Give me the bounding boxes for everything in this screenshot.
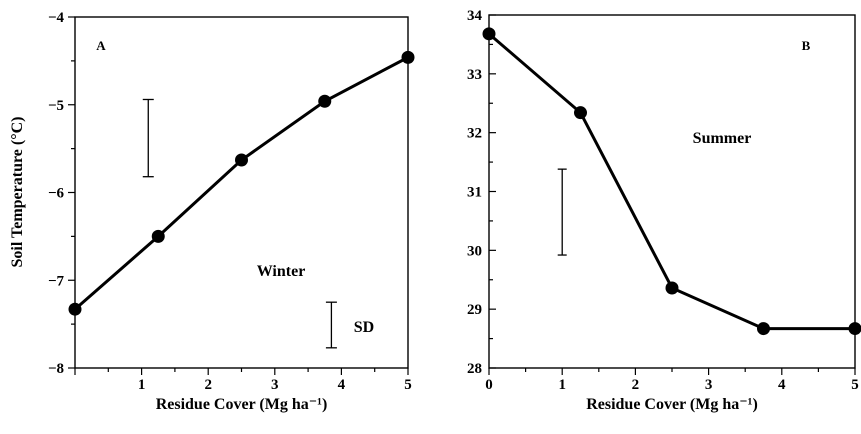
panel-a-y-tick-label: −7 — [48, 273, 65, 289]
panel-b-x-axis-label: Residue Cover (Mg ha⁻¹) — [586, 396, 758, 413]
panel-b-data-point — [757, 322, 770, 336]
panel-b-data-point — [848, 322, 861, 336]
panel-a-data-point — [151, 229, 165, 243]
panel-b-data-point — [665, 281, 679, 295]
panel-b-y-tick-label: 30 — [467, 243, 482, 259]
panel-a-data-point — [401, 50, 415, 64]
panel-a-data-point — [235, 153, 248, 167]
panel-a-x-axis-label: Residue Cover (Mg ha⁻¹) — [156, 396, 328, 413]
panel-b-y-tick-label: 28 — [467, 361, 482, 377]
panel-b-y-tick-label: 32 — [467, 126, 482, 142]
panel-b-data-point — [482, 27, 496, 41]
panel-b-x-tick-label: 2 — [632, 377, 640, 393]
panel-b-y-tick-label: 31 — [467, 185, 482, 201]
panel-b-x-tick-label: 1 — [558, 377, 566, 393]
panel-a-data-point — [318, 94, 332, 108]
panel-b-y-tick-label: 29 — [467, 302, 482, 318]
panel-b-letter: B — [802, 38, 811, 53]
panel-a-x-tick-label: 4 — [338, 377, 346, 393]
panel-b-y-tick-label: 33 — [467, 67, 482, 83]
panel-a-x-tick-label: 5 — [404, 377, 412, 393]
panel-b-x-tick-label: 3 — [705, 377, 713, 393]
panel-a-y-tick-label: −8 — [48, 361, 64, 377]
panel-a-plot-frame — [74, 16, 409, 369]
panel-a-y-tick-label: −6 — [48, 186, 65, 202]
panel-a-y-tick-label: −5 — [48, 98, 64, 114]
panel-a-winter: 1 2 3 4 5 −8 −7 −6 −5 −4 Residue Cover (Mg ha⁻¹) So… — [9, 10, 415, 413]
panel-b-x-tick-label: 0 — [485, 377, 493, 393]
panel-a-annotation-winter: Winter — [257, 263, 306, 280]
panel-a-x-tick-label: 1 — [138, 377, 146, 393]
panel-b-x-tick-label: 4 — [778, 377, 786, 393]
panel-a-series-line — [74, 56, 409, 311]
panel-a-letter: A — [96, 38, 106, 53]
panel-b-x-tick-label: 5 — [851, 377, 859, 393]
panel-a-y-tick-label: −4 — [48, 10, 65, 26]
panel-b-annotation-summer: Summer — [693, 130, 752, 147]
panel-b-data-point — [574, 106, 587, 120]
panel-b-plot-frame — [488, 14, 856, 369]
panel-a-data-point — [68, 302, 82, 316]
panel-a-y-axis-label: Soil Temperature (°C) — [9, 117, 26, 268]
panel-a-x-tick-label: 2 — [204, 377, 212, 393]
panel-b-y-tick-label: 34 — [467, 8, 483, 24]
panel-a-annotation-sd: SD — [354, 319, 374, 336]
panel-a-x-tick-label: 3 — [271, 377, 279, 393]
